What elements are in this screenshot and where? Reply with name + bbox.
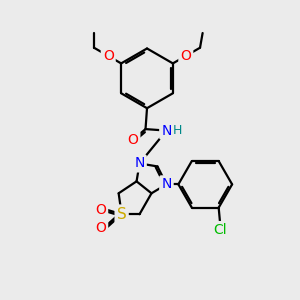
Text: O: O [95, 203, 106, 217]
Text: N: N [161, 177, 172, 191]
Text: N: N [161, 124, 172, 138]
Text: O: O [103, 49, 114, 63]
Text: S: S [117, 207, 127, 222]
Text: H: H [173, 124, 182, 137]
Text: O: O [180, 49, 191, 63]
Text: N: N [134, 156, 145, 170]
Text: O: O [128, 133, 138, 147]
Text: O: O [95, 220, 106, 235]
Text: Cl: Cl [213, 223, 227, 237]
